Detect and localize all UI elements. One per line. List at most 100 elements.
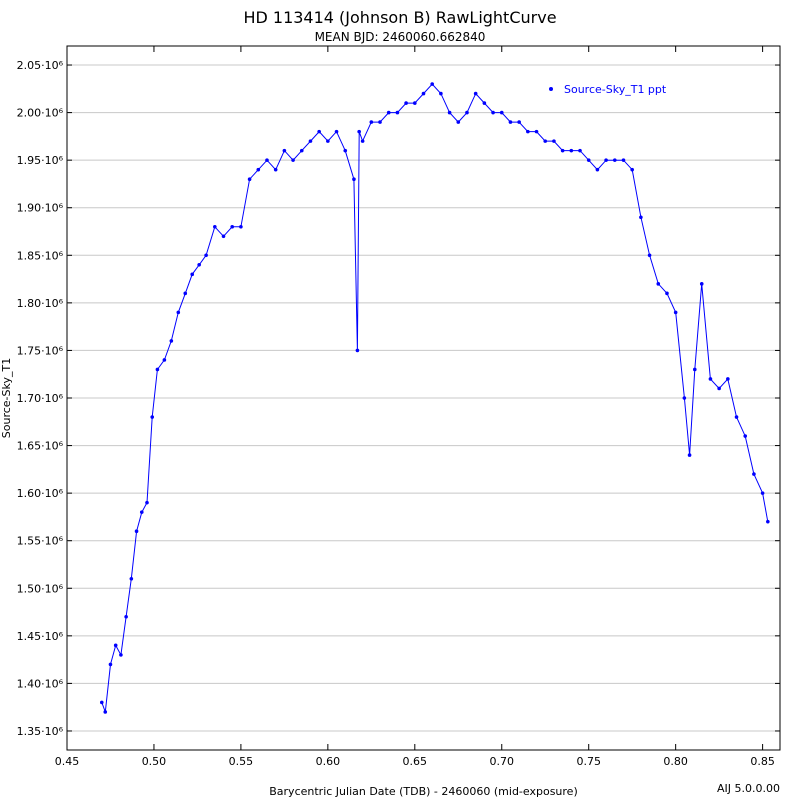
series-source-sky-t1 xyxy=(99,82,770,714)
data-point xyxy=(508,120,513,124)
x-tick-label: 0.70 xyxy=(490,755,515,768)
data-point xyxy=(386,110,391,115)
data-point xyxy=(155,367,160,372)
data-point xyxy=(360,139,365,143)
data-point xyxy=(639,215,643,220)
y-tick-label: 1.60·10⁶ xyxy=(17,487,64,500)
data-point xyxy=(99,700,104,705)
x-tick-label: 0.85 xyxy=(750,755,775,768)
legend-label: Source-Sky_T1 ppt xyxy=(564,83,667,96)
x-axis: 0.45 0.50 0.55 0.60 0.65 0.70 0.75 0.80 0.85 xyxy=(55,46,775,768)
y-tick-label: 1.85·10⁶ xyxy=(17,249,64,262)
data-point xyxy=(282,148,287,153)
data-point xyxy=(230,224,235,229)
y-tick-label: 1.45·10⁶ xyxy=(17,630,64,643)
data-point xyxy=(190,272,195,277)
y-tick-label: 1.75·10⁶ xyxy=(17,344,64,357)
data-point xyxy=(239,224,243,229)
data-point xyxy=(465,110,469,115)
data-point xyxy=(604,158,608,162)
data-point xyxy=(421,91,426,96)
data-point xyxy=(204,253,208,258)
data-point xyxy=(612,158,617,162)
data-point xyxy=(578,148,582,153)
data-point xyxy=(760,491,765,495)
software-version: AIJ 5.0.0.00 xyxy=(717,782,780,795)
data-point xyxy=(482,101,487,105)
data-point xyxy=(534,129,539,134)
data-point xyxy=(145,500,149,505)
x-tick-label: 0.55 xyxy=(229,755,254,768)
y-axis-title: Source-Sky_T1 xyxy=(0,358,13,438)
y-tick-label: 1.50·10⁶ xyxy=(17,582,64,595)
data-point xyxy=(734,415,739,419)
data-point xyxy=(355,348,360,353)
y-tick-label: 2.05·10⁶ xyxy=(17,59,64,72)
data-point xyxy=(139,510,144,514)
data-point xyxy=(169,339,174,343)
data-point xyxy=(129,576,134,581)
data-point xyxy=(357,129,361,134)
y-tick-label: 1.40·10⁶ xyxy=(17,677,64,690)
data-point xyxy=(213,224,217,229)
data-point xyxy=(134,529,139,533)
data-point xyxy=(526,129,530,134)
data-point xyxy=(256,167,261,172)
data-point xyxy=(447,110,452,115)
data-point xyxy=(499,110,504,115)
data-point xyxy=(334,129,339,134)
data-point xyxy=(221,234,226,239)
data-point xyxy=(404,101,408,105)
y-tick-label: 1.70·10⁶ xyxy=(17,392,64,405)
data-point xyxy=(552,139,556,143)
legend[interactable]: Source-Sky_T1 ppt xyxy=(549,83,667,96)
data-point xyxy=(726,377,730,381)
data-point xyxy=(647,253,652,258)
x-tick-label: 0.65 xyxy=(403,755,428,768)
data-point xyxy=(247,177,252,181)
data-point xyxy=(699,282,704,286)
data-point xyxy=(439,91,443,96)
data-point xyxy=(687,453,692,457)
data-point xyxy=(273,167,278,172)
data-point xyxy=(473,91,478,96)
data-point xyxy=(491,110,495,115)
data-point xyxy=(103,710,108,714)
data-point xyxy=(413,101,417,105)
data-point xyxy=(113,643,118,648)
data-point xyxy=(743,434,748,438)
data-point xyxy=(317,129,321,134)
data-point xyxy=(150,415,155,419)
data-point xyxy=(183,291,188,296)
data-point xyxy=(430,82,434,86)
data-point xyxy=(291,158,295,162)
x-tick-label: 0.75 xyxy=(576,755,601,768)
y-tick-label: 2.00·10⁶ xyxy=(17,107,64,120)
grid-lines xyxy=(67,64,780,732)
y-tick-label: 1.95·10⁶ xyxy=(17,154,64,167)
y-tick-label: 1.55·10⁶ xyxy=(17,535,64,548)
data-point xyxy=(682,396,687,400)
legend-marker xyxy=(549,87,553,91)
data-point xyxy=(595,167,600,172)
x-tick-label: 0.45 xyxy=(55,755,80,768)
data-point xyxy=(692,367,697,372)
data-point xyxy=(656,282,661,286)
data-point xyxy=(119,653,123,657)
data-point xyxy=(369,120,374,124)
data-point xyxy=(766,519,770,524)
data-point xyxy=(162,358,167,362)
x-tick-label: 0.60 xyxy=(316,755,341,768)
data-point xyxy=(752,472,756,476)
data-point xyxy=(395,110,400,115)
y-tick-label: 1.65·10⁶ xyxy=(17,440,64,453)
y-axis: 1.35·10⁶ 1.40·10⁶ 1.45·10⁶ 1.50·10⁶ 1.55·10⁶… xyxy=(17,59,780,738)
data-point xyxy=(352,177,356,181)
y-tick-label: 1.80·10⁶ xyxy=(17,297,64,310)
data-point xyxy=(378,120,382,124)
data-point xyxy=(560,148,565,153)
data-point xyxy=(708,377,713,381)
data-point xyxy=(586,158,591,162)
x-tick-label: 0.50 xyxy=(142,755,167,768)
x-axis-title: Barycentric Julian Date (TDB) - 2460060 … xyxy=(269,785,578,798)
